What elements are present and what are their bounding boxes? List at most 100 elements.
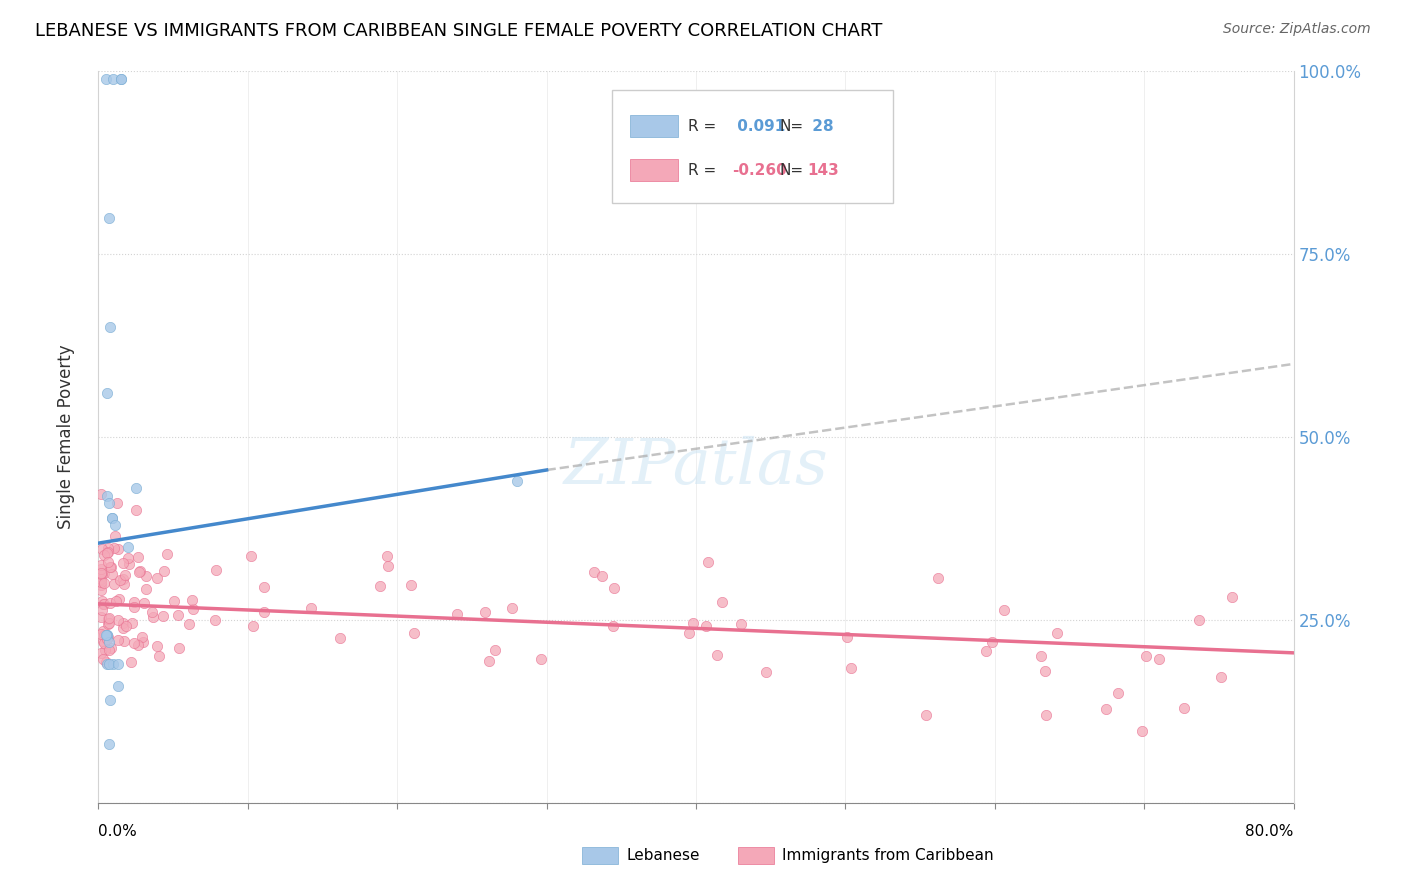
Point [90,574,112,589]
Point [90,542,112,557]
Point [108,573,131,587]
Point [98,615,121,630]
Point [754,665,776,679]
Point [97,635,120,649]
Bar [582,847,619,863]
Point [135,582,157,597]
Point [177,617,200,632]
Point [94,643,117,657]
Point [96,627,118,641]
Point [100,566,122,581]
Point [96,632,118,647]
Point [1147,652,1170,666]
Point [98,596,121,610]
Point [204,563,226,577]
Point [96,546,118,560]
Point [204,613,226,627]
Text: -0.260: -0.260 [733,162,786,178]
Point [404,626,426,640]
Point [915,708,938,723]
Point [253,605,276,619]
Point [152,608,174,623]
Point [90,583,112,598]
Point [90,646,112,660]
Point [446,607,468,621]
Point [94,627,117,641]
Point [121,615,143,630]
Point [146,571,169,585]
Point [122,600,145,615]
Point [530,651,553,665]
Point [127,550,149,565]
Point [93,628,115,642]
Point [96,627,118,641]
Point [1188,614,1211,628]
Point [583,566,606,580]
Point [678,626,700,640]
Text: 28: 28 [807,119,834,134]
Point [125,502,148,516]
Point [97,496,120,510]
Point [90,558,112,572]
Text: Source: ZipAtlas.com: Source: ZipAtlas.com [1223,22,1371,37]
Point [118,557,141,571]
Point [110,71,132,86]
Bar [630,115,678,137]
Text: 143: 143 [807,162,839,178]
Point [96,386,118,401]
Point [96,489,118,503]
Point [98,693,122,707]
Point [122,636,145,650]
Point [239,549,262,564]
Point [93,634,115,648]
Point [125,481,148,495]
Text: 80.0%: 80.0% [1246,823,1294,838]
Point [506,474,529,488]
Point [839,661,862,675]
Point [107,679,129,693]
Point [107,542,129,557]
Point [131,630,153,644]
Point [94,71,117,86]
Point [97,555,120,569]
Point [730,616,752,631]
Bar [630,159,678,181]
Text: Immigrants from Caribbean: Immigrants from Caribbean [782,848,994,863]
Point [153,564,176,578]
Point [148,648,170,663]
Point [117,550,139,565]
Point [697,555,720,569]
Point [135,568,157,582]
Bar [738,847,773,863]
Point [1130,724,1153,739]
Point [474,605,496,619]
Point [91,597,114,611]
Point [1094,702,1116,716]
Point [128,564,150,578]
Point [98,611,121,625]
Point [104,594,127,608]
Point [837,630,859,644]
Point [90,627,112,641]
Point [122,594,145,608]
Point [682,615,704,630]
Point [163,594,186,608]
Point [169,641,191,656]
FancyBboxPatch shape [613,90,893,203]
Point [103,576,125,591]
Point [253,580,276,594]
Point [591,569,613,583]
Point [90,610,112,624]
Point [114,619,136,633]
Point [105,496,128,510]
Point [927,571,949,585]
Y-axis label: Single Female Poverty: Single Female Poverty [56,345,75,529]
Point [100,640,122,655]
Point [97,612,120,626]
Point [112,621,135,635]
Point [299,601,322,615]
Point [981,635,1004,649]
Point [329,632,352,646]
Point [107,613,129,627]
Point [695,619,717,633]
